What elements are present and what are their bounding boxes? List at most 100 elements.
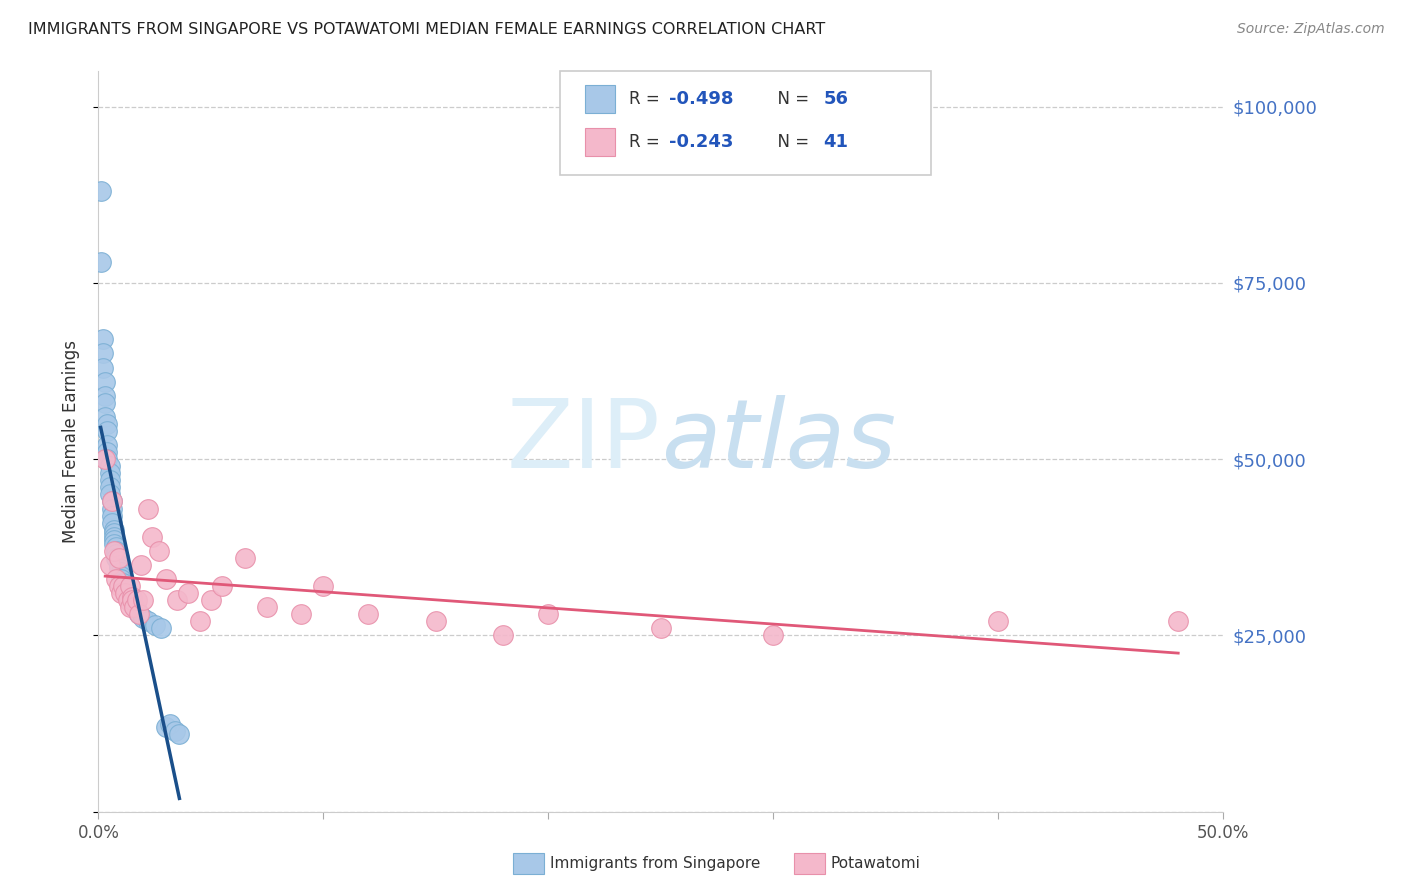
Point — [121, 597, 143, 611]
Point — [537, 607, 560, 622]
Point — [114, 582, 136, 597]
Point — [105, 544, 128, 558]
Point — [94, 452, 117, 467]
Point — [110, 586, 132, 600]
Point — [290, 607, 312, 622]
Point — [98, 487, 121, 501]
Text: R =: R = — [628, 90, 665, 108]
Point — [492, 628, 515, 642]
Point — [188, 615, 211, 629]
Text: atlas: atlas — [661, 395, 896, 488]
Text: 56: 56 — [824, 90, 848, 108]
Point — [91, 360, 114, 375]
Point — [94, 389, 117, 403]
Point — [118, 579, 141, 593]
Point — [125, 593, 148, 607]
Point — [91, 332, 114, 346]
Point — [211, 579, 233, 593]
Point — [233, 550, 256, 565]
FancyBboxPatch shape — [560, 71, 931, 175]
Text: IMMIGRANTS FROM SINGAPORE VS POTAWATOMI MEDIAN FEMALE EARNINGS CORRELATION CHART: IMMIGRANTS FROM SINGAPORE VS POTAWATOMI … — [28, 22, 825, 37]
Point — [103, 537, 125, 551]
Point — [312, 579, 335, 593]
Y-axis label: Median Female Earnings: Median Female Earnings — [62, 340, 80, 543]
Point — [90, 254, 112, 268]
Text: Immigrants from Singapore: Immigrants from Singapore — [550, 856, 761, 871]
Point — [124, 600, 146, 615]
Point — [112, 579, 135, 593]
Text: 41: 41 — [824, 133, 848, 151]
Point — [98, 467, 121, 481]
Point — [129, 558, 152, 572]
Point — [105, 550, 128, 565]
Point — [112, 575, 135, 590]
Point — [425, 615, 447, 629]
Point — [103, 544, 125, 558]
Point — [125, 604, 148, 618]
Point — [96, 438, 118, 452]
Text: -0.498: -0.498 — [669, 90, 734, 108]
Point — [121, 593, 143, 607]
Point — [141, 530, 163, 544]
Text: N =: N = — [768, 133, 814, 151]
Point — [112, 579, 135, 593]
Point — [114, 586, 136, 600]
Point — [98, 459, 121, 474]
Point — [101, 516, 124, 530]
Point — [96, 417, 118, 431]
Text: -0.243: -0.243 — [669, 133, 734, 151]
Bar — [585, 128, 616, 156]
Point — [143, 618, 166, 632]
Point — [101, 508, 124, 523]
Point — [110, 572, 132, 586]
Point — [136, 501, 159, 516]
Text: Source: ZipAtlas.com: Source: ZipAtlas.com — [1237, 22, 1385, 37]
Point — [107, 561, 129, 575]
Point — [101, 501, 124, 516]
Point — [132, 611, 155, 625]
Point — [136, 615, 159, 629]
Point — [101, 494, 124, 508]
Point — [256, 600, 278, 615]
Point — [148, 544, 170, 558]
Point — [159, 716, 181, 731]
Point — [98, 558, 121, 572]
Point — [90, 184, 112, 198]
Point — [117, 593, 139, 607]
Point — [110, 565, 132, 579]
Point — [357, 607, 380, 622]
Point — [650, 621, 672, 635]
Point — [107, 579, 129, 593]
Point — [132, 593, 155, 607]
Point — [101, 494, 124, 508]
Point — [114, 586, 136, 600]
Point — [103, 526, 125, 541]
Point — [103, 523, 125, 537]
Point — [94, 396, 117, 410]
Text: Potawatomi: Potawatomi — [831, 856, 921, 871]
Point — [117, 590, 139, 604]
Point — [96, 424, 118, 438]
Text: ZIP: ZIP — [508, 395, 661, 488]
Point — [105, 547, 128, 561]
Text: R =: R = — [628, 133, 665, 151]
Point — [94, 375, 117, 389]
Point — [107, 558, 129, 572]
Bar — [585, 85, 616, 112]
Point — [128, 607, 150, 622]
Point — [110, 568, 132, 582]
Point — [103, 533, 125, 548]
Point — [121, 590, 143, 604]
Point — [762, 628, 785, 642]
Point — [98, 473, 121, 487]
Point — [166, 593, 188, 607]
Point — [107, 550, 129, 565]
Point — [155, 572, 177, 586]
Point — [155, 720, 177, 734]
Point — [118, 600, 141, 615]
Point — [96, 445, 118, 459]
Point — [124, 600, 146, 615]
Point — [105, 541, 128, 555]
Point — [169, 727, 191, 741]
Point — [163, 723, 186, 738]
